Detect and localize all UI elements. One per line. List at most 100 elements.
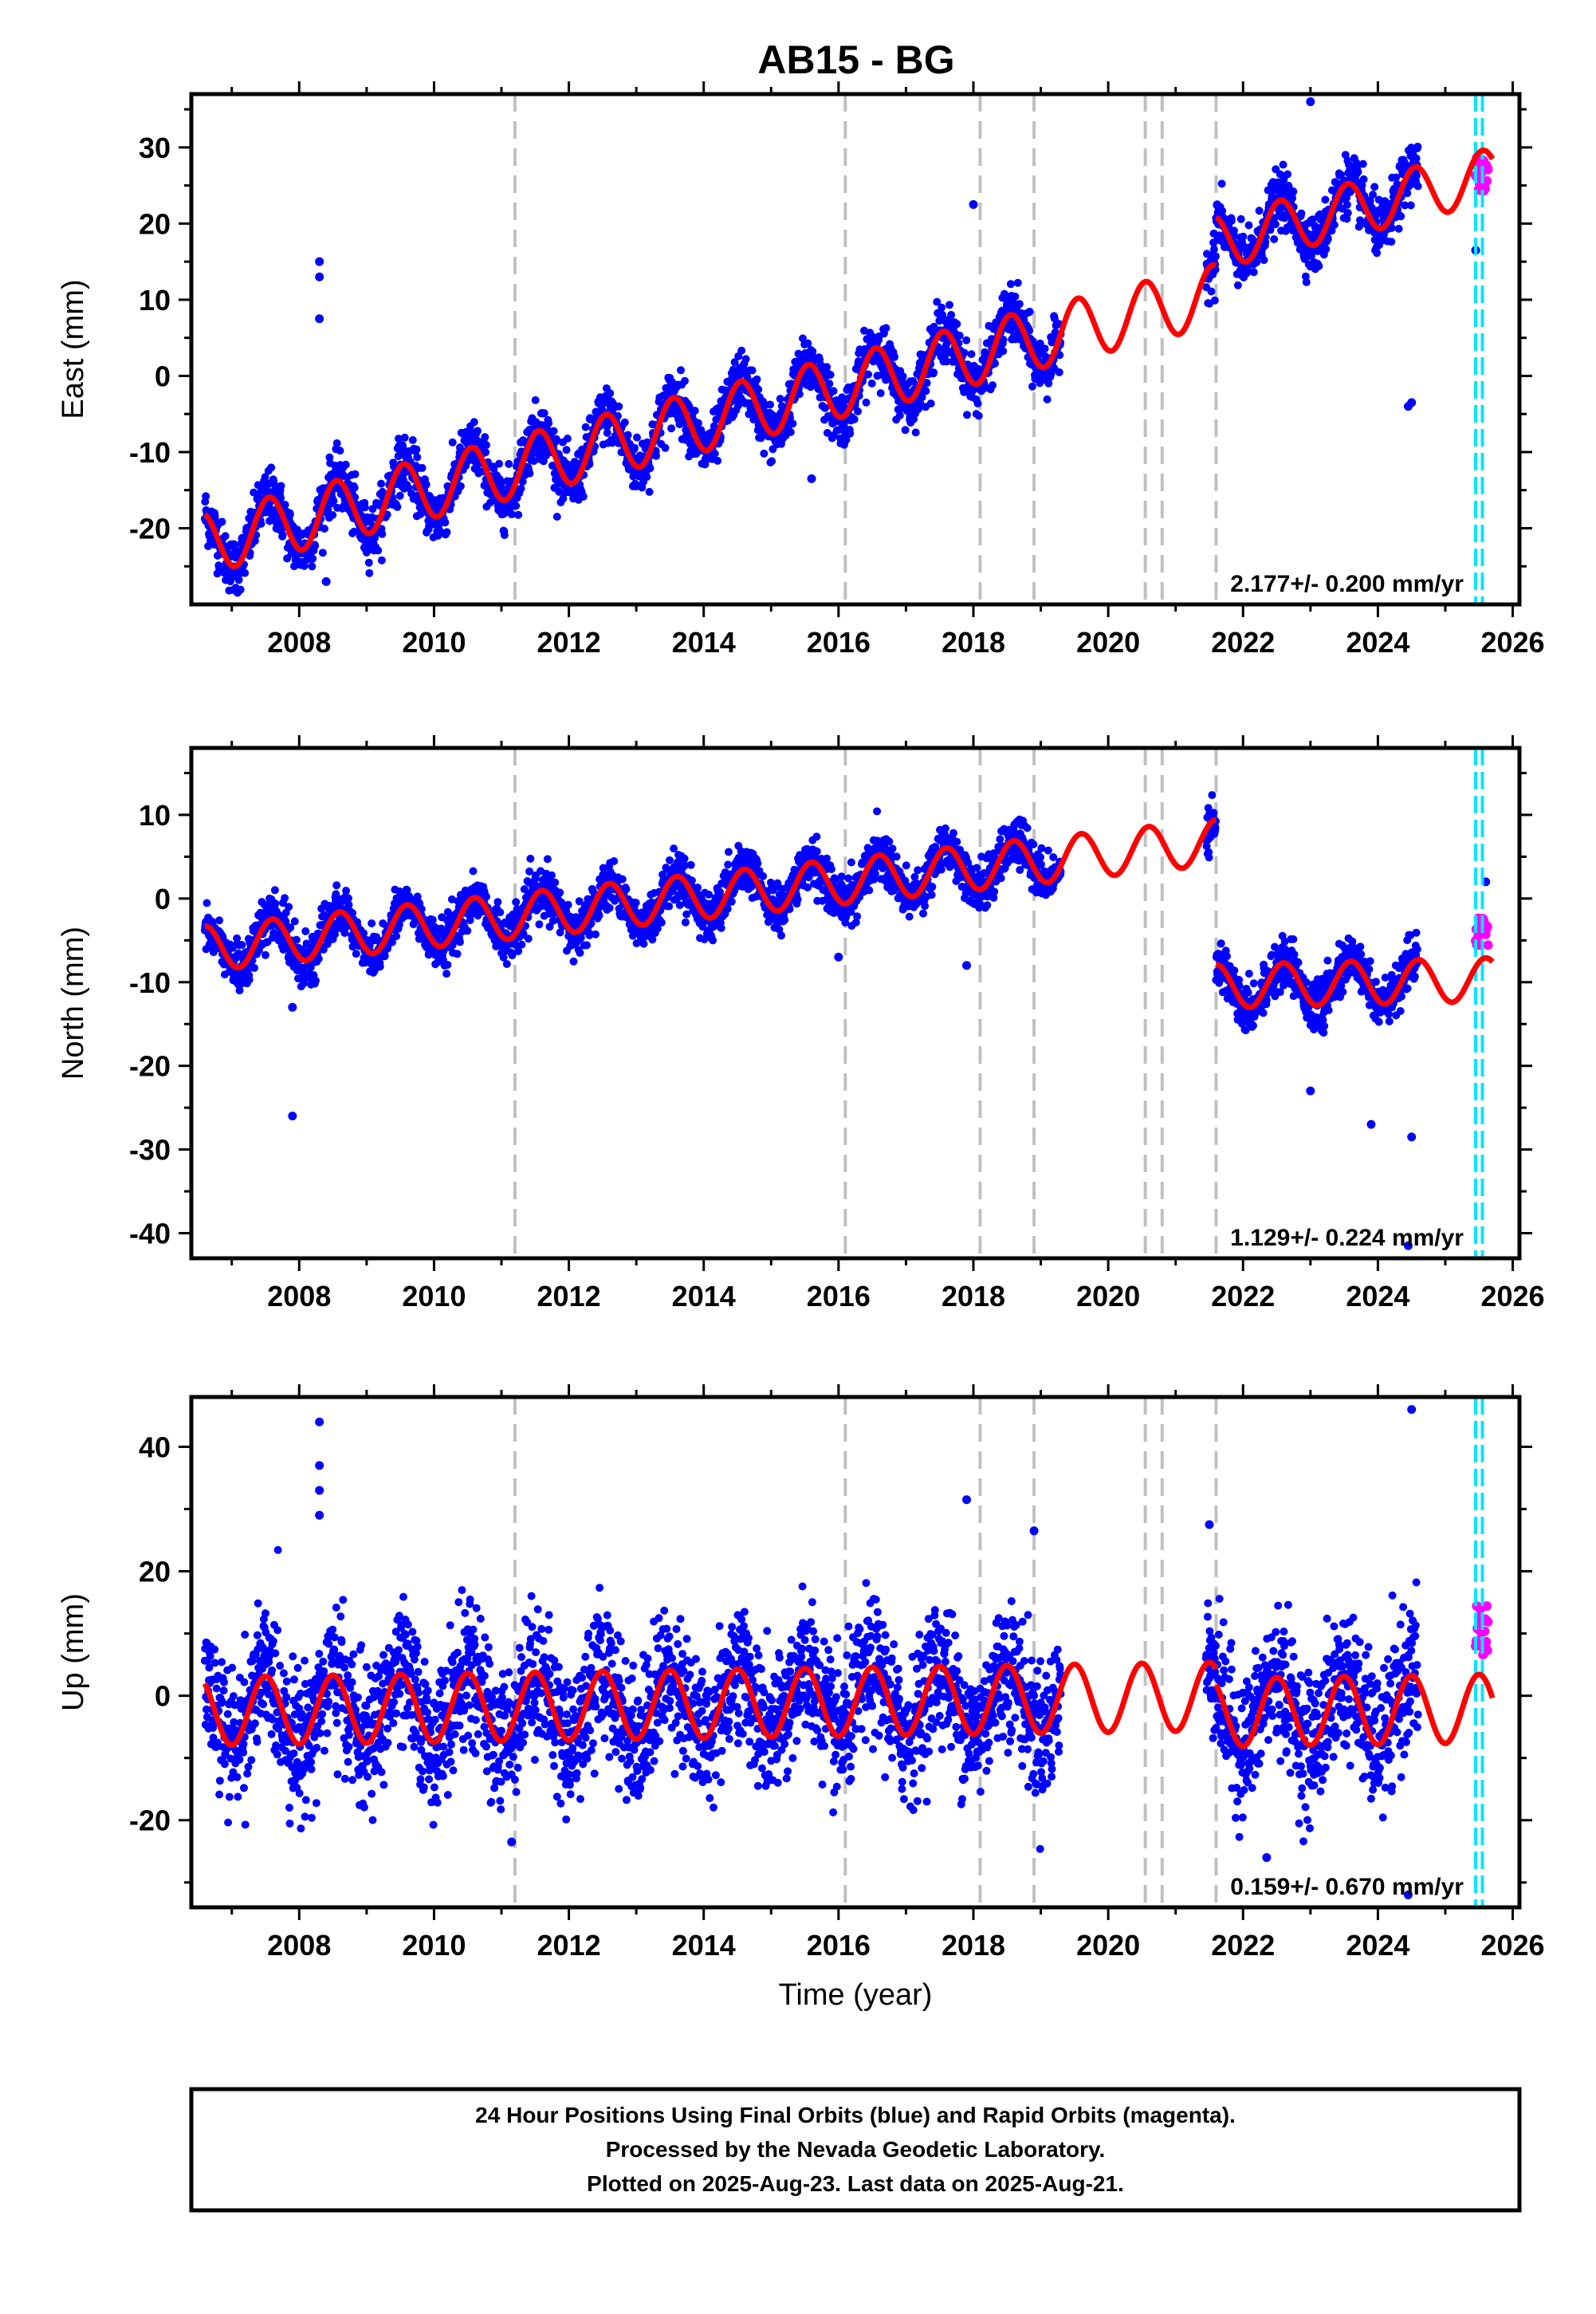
final-orbit-point xyxy=(717,923,725,932)
chart-title: AB15 - BG xyxy=(757,37,954,82)
final-orbit-point xyxy=(623,431,632,439)
final-orbit-point xyxy=(1321,195,1330,204)
final-orbit-point xyxy=(336,447,344,455)
final-orbit-point xyxy=(215,916,224,925)
y-tick-label: 30 xyxy=(139,132,171,164)
final-orbit-point xyxy=(552,513,561,521)
final-orbit-point xyxy=(898,372,907,380)
final-orbit-point xyxy=(236,585,245,594)
final-orbit-point xyxy=(753,859,762,868)
final-orbit-point xyxy=(267,463,276,472)
final-orbit-point xyxy=(352,950,360,958)
final-orbit-point xyxy=(301,927,310,935)
final-orbit-point xyxy=(694,883,702,892)
x-tick-label: 2016 xyxy=(807,626,871,659)
final-orbit-point xyxy=(311,541,320,550)
final-orbit-point xyxy=(759,872,768,880)
final-orbit-point xyxy=(788,419,797,428)
final-orbit-point xyxy=(408,436,417,444)
outlier-point xyxy=(1306,97,1315,107)
final-orbit-point xyxy=(690,407,699,415)
final-orbit-point xyxy=(615,402,623,411)
final-orbit-point xyxy=(661,443,670,452)
final-orbit-point xyxy=(1322,245,1331,254)
final-orbit-point xyxy=(1297,209,1306,218)
y-tick-label: -20 xyxy=(129,512,171,545)
final-orbit-point xyxy=(795,390,804,399)
final-orbit-point xyxy=(710,449,719,458)
final-orbit-point xyxy=(953,320,961,329)
final-orbit-point xyxy=(250,963,259,972)
final-orbit-point xyxy=(569,957,578,966)
final-orbit-point xyxy=(646,464,655,473)
final-orbit-point xyxy=(1354,167,1362,176)
final-orbit-point xyxy=(416,510,425,519)
final-orbit-point xyxy=(555,487,564,496)
final-orbit-point xyxy=(549,427,558,435)
final-orbit-point xyxy=(364,558,373,567)
final-orbit-point xyxy=(799,334,807,343)
final-orbit-point xyxy=(938,303,946,312)
final-orbit-point xyxy=(543,855,552,864)
final-orbit-point xyxy=(517,484,525,493)
final-orbit-point xyxy=(544,419,553,427)
final-orbit-point xyxy=(1249,268,1258,277)
final-orbit-point xyxy=(314,954,323,963)
final-orbit-point xyxy=(680,854,689,863)
final-orbit-point xyxy=(922,387,930,396)
final-orbit-point xyxy=(392,932,401,941)
final-orbit-point xyxy=(502,960,511,968)
final-orbit-point xyxy=(823,428,831,437)
final-orbit-point xyxy=(1359,175,1368,183)
x-tick-label: 2024 xyxy=(1346,626,1409,659)
final-orbit-point xyxy=(238,941,246,949)
outlier-point xyxy=(321,577,331,586)
final-orbit-point xyxy=(633,433,641,442)
final-orbit-point xyxy=(507,510,516,518)
y-tick-label: -10 xyxy=(129,436,171,469)
final-orbit-point xyxy=(1397,212,1405,221)
final-orbit-point xyxy=(265,517,274,525)
final-orbit-point xyxy=(261,950,269,959)
final-orbit-point xyxy=(442,970,451,978)
final-orbit-point xyxy=(926,399,935,407)
final-orbit-point xyxy=(380,952,389,961)
final-orbit-point xyxy=(496,908,505,917)
final-orbit-point xyxy=(1217,179,1226,188)
final-orbit-point xyxy=(443,961,452,969)
final-orbit-point xyxy=(846,429,855,438)
final-orbit-point xyxy=(613,411,622,420)
final-orbit-point xyxy=(1279,160,1287,169)
final-orbit-point xyxy=(1283,170,1292,179)
final-orbit-point xyxy=(1209,245,1218,254)
final-orbit-point xyxy=(418,463,427,472)
final-orbit-point xyxy=(709,936,717,945)
final-orbit-point xyxy=(481,433,489,442)
y-tick-label: 20 xyxy=(139,207,171,240)
final-orbit-point xyxy=(234,576,243,584)
final-orbit-point xyxy=(666,856,674,864)
final-orbit-point xyxy=(1028,382,1036,391)
final-orbit-point xyxy=(453,950,462,958)
final-orbit-point xyxy=(681,376,689,385)
final-orbit-point xyxy=(670,844,678,853)
final-orbit-point xyxy=(400,433,409,442)
x-tick-label: 2010 xyxy=(402,626,466,659)
final-orbit-point xyxy=(261,473,269,482)
final-orbit-point xyxy=(820,403,829,412)
final-orbit-point xyxy=(753,375,761,384)
final-orbit-point xyxy=(933,297,941,306)
final-orbit-point xyxy=(1289,187,1298,196)
final-orbit-point xyxy=(606,389,615,398)
final-orbit-point xyxy=(723,904,732,913)
final-orbit-point xyxy=(1043,395,1052,403)
final-orbit-point xyxy=(579,492,588,501)
final-orbit-point xyxy=(292,935,301,944)
final-orbit-point xyxy=(1394,224,1403,233)
final-orbit-point xyxy=(271,899,280,908)
x-tick-label: 2008 xyxy=(267,626,331,659)
final-orbit-point xyxy=(474,427,482,435)
final-orbit-point xyxy=(332,881,341,890)
final-orbit-point xyxy=(332,439,341,447)
final-orbit-point xyxy=(277,482,285,490)
